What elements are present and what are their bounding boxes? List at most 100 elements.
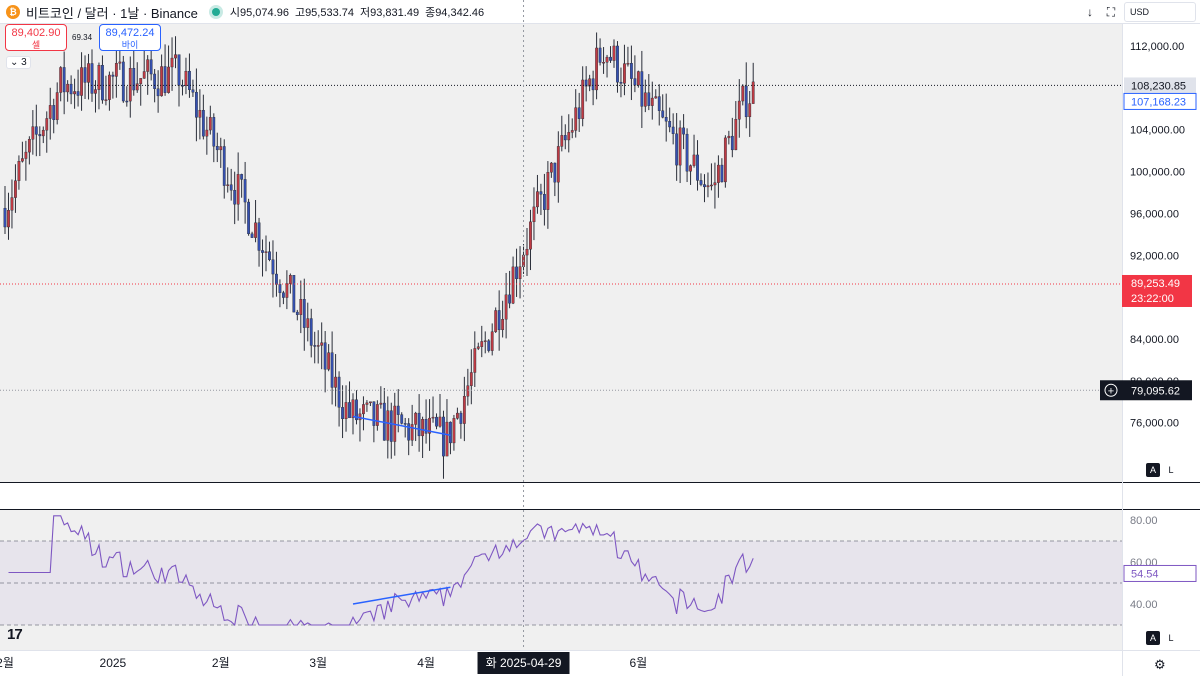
rsi-trendline[interactable]: [352, 586, 451, 605]
candle-body: [316, 345, 320, 347]
plus-icon-glyph: +: [1108, 385, 1114, 397]
candle-body: [476, 346, 480, 349]
candle-body: [295, 311, 299, 315]
candle-body: [577, 107, 581, 119]
candle-body: [602, 62, 605, 64]
candle-body: [515, 266, 518, 280]
candle-body: [62, 67, 66, 93]
candle-body: [334, 376, 337, 388]
candle-body: [741, 85, 745, 102]
ohlc-low-label: 저: [360, 7, 371, 19]
candle-body: [626, 63, 630, 65]
candle-body: [643, 92, 647, 107]
candle-body: [201, 109, 205, 137]
fullscreen-icon[interactable]: ⛶: [1106, 4, 1116, 19]
time-axis-tick: 2월: [0, 656, 14, 670]
candle-body: [128, 68, 132, 102]
candle-body: [261, 250, 264, 253]
sell-button[interactable]: 89,402.90 셀: [5, 24, 67, 51]
candle-body: [609, 56, 612, 61]
candle-body: [41, 129, 45, 137]
candle-body: [34, 126, 38, 135]
candle-body: [657, 96, 661, 111]
candle-body: [435, 416, 438, 427]
rsi-log-scale-button[interactable]: L: [1168, 633, 1174, 643]
candle-body: [633, 78, 637, 86]
candle-body: [664, 117, 668, 122]
candle-body: [737, 100, 741, 120]
candle-body: [466, 385, 470, 397]
crosshair-secondary-label: 107,168.23: [1131, 96, 1186, 108]
candle-body: [452, 418, 456, 444]
candle-body: [532, 206, 536, 223]
candle-body: [191, 89, 195, 93]
candle-body: [431, 416, 435, 419]
candle-body: [76, 91, 80, 96]
candle-body: [369, 401, 372, 404]
candle-body: [121, 61, 125, 102]
candle-body: [153, 73, 157, 89]
buy-button[interactable]: 89,472.24 바이: [99, 24, 161, 51]
currency-select[interactable]: USD: [1124, 2, 1196, 22]
candle-body: [438, 416, 442, 427]
candle-body: [619, 81, 623, 84]
candle-body: [525, 248, 529, 256]
price-axis-tick: 92,000.00: [1130, 250, 1179, 262]
candle-body: [469, 372, 473, 386]
ohlc-open-label: 시: [229, 7, 240, 19]
price-trendline[interactable]: [352, 415, 451, 436]
candle-body: [215, 145, 219, 151]
log-scale-button[interactable]: L: [1168, 465, 1174, 475]
gear-icon[interactable]: ⚙: [1154, 657, 1166, 672]
time-axis-tick: 2025: [100, 656, 127, 670]
ohlc-low-value: 93,831.49: [370, 7, 420, 19]
candle-body: [563, 135, 567, 141]
candle-body: [372, 401, 376, 426]
chart-header: ₿ 비트코인 / 달러 · 1날 · Binance 시95,074.96 고9…: [0, 0, 484, 24]
candle-body: [570, 130, 574, 133]
countdown-label: 23:22:00: [1131, 293, 1174, 305]
price-axis-tick: 112,000.00: [1130, 41, 1184, 53]
candle-body: [52, 105, 56, 120]
candle-body: [640, 71, 644, 107]
reference-high-label-bg: [1124, 77, 1196, 94]
candle-body: [678, 127, 682, 166]
candle-body: [396, 405, 400, 415]
candle-body: [323, 342, 327, 370]
candle-body: [69, 83, 73, 95]
candle-body: [337, 376, 341, 408]
candle-body: [462, 396, 466, 424]
candle-body: [710, 184, 713, 187]
rsi-auto-scale-button[interactable]: A: [1146, 631, 1160, 645]
buy-label: 바이: [121, 40, 139, 50]
candle-body: [536, 191, 539, 208]
candle-body: [442, 416, 445, 457]
candle-body: [139, 78, 143, 84]
candle-body: [612, 45, 616, 61]
candle-body: [184, 70, 188, 86]
candle-body: [327, 352, 331, 370]
candle-body: [208, 117, 212, 131]
candle-body: [118, 61, 122, 64]
candle-body: [240, 174, 244, 180]
indicators-toggle[interactable]: ⌄ 3: [6, 56, 31, 69]
price-axis-tick: 76,000.00: [1130, 418, 1179, 430]
candle-body: [696, 154, 699, 181]
candle-body: [17, 161, 21, 181]
symbol-title[interactable]: 비트코인 / 달러 · 1날 · Binance: [26, 5, 198, 21]
spread-value: 69.34: [72, 33, 93, 42]
candle-body: [417, 412, 421, 437]
download-icon[interactable]: ↓: [1087, 5, 1093, 19]
auto-scale-button[interactable]: A: [1146, 463, 1160, 477]
candle-body: [174, 54, 177, 59]
crosshair-price-bg: [1100, 380, 1192, 401]
rsi-value-bg: [1123, 564, 1197, 582]
candle-body: [730, 135, 734, 151]
candle-body: [7, 210, 10, 228]
candle-body: [243, 179, 247, 203]
crosshair-date-bg: [477, 652, 570, 674]
candle-body: [38, 134, 42, 137]
candle-body: [588, 78, 592, 87]
candle-body: [73, 91, 77, 95]
